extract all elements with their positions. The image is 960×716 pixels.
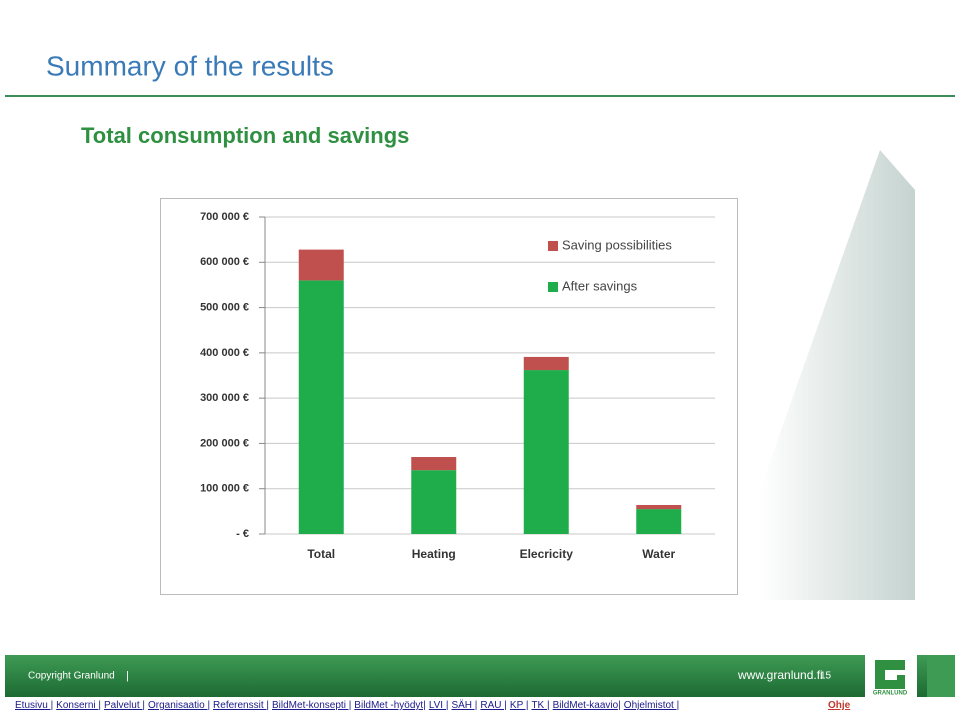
- bar-segment: [523, 356, 569, 371]
- x-tick-label: Water: [642, 547, 675, 561]
- y-tick-label: 300 000 €: [200, 392, 249, 404]
- footer-end: [927, 655, 955, 697]
- building-image: [760, 150, 915, 600]
- legend-swatch: [548, 241, 558, 251]
- nav-link[interactable]: TK |: [531, 700, 550, 711]
- separator: |: [126, 670, 129, 682]
- y-tick-label: 400 000 €: [200, 347, 249, 359]
- legend-label: Saving possibilities: [562, 237, 672, 252]
- nav-link[interactable]: Ohjelmistot |: [623, 700, 680, 711]
- legend-swatch: [548, 282, 558, 292]
- logo-text: GRANLUND: [873, 691, 908, 697]
- y-tick-label: 600 000 €: [200, 256, 249, 268]
- x-tick-label: Total: [307, 547, 335, 561]
- x-tick-label: Elecricity: [520, 547, 574, 561]
- legend-label: After savings: [562, 278, 638, 293]
- nav-link[interactable]: SÄH |: [451, 700, 478, 711]
- page-number: 15: [820, 671, 832, 682]
- nav-link[interactable]: LVI |: [428, 700, 449, 711]
- x-tick-label: Heating: [412, 547, 456, 561]
- footer-bar: [5, 655, 955, 697]
- website: www.granlund.fi: [737, 668, 823, 682]
- help-link[interactable]: Ohje: [828, 700, 851, 711]
- nav-link[interactable]: BildMet-konsepti |: [272, 700, 352, 711]
- bar-segment: [636, 505, 682, 510]
- copyright: Copyright Granlund: [28, 671, 115, 682]
- nav-link[interactable]: Palvelut |: [104, 700, 145, 711]
- nav-bar: Etusivu | Konserni | Palvelut | Organisaati…: [15, 700, 682, 711]
- slide-title: Summary of the results: [46, 50, 334, 81]
- nav-link[interactable]: Organisaatio |: [147, 700, 211, 711]
- nav-link[interactable]: KP |: [509, 700, 529, 711]
- bar-segment: [411, 457, 457, 471]
- bar-segment: [298, 280, 344, 534]
- nav-link[interactable]: Etusivu |: [15, 700, 54, 711]
- y-tick-label: 200 000 €: [200, 437, 249, 449]
- logo-box: [865, 652, 917, 698]
- bar-segment: [411, 470, 457, 534]
- nav-link[interactable]: Konserni |: [56, 700, 102, 711]
- nav-link[interactable]: BildMet -hyödyt|: [354, 700, 426, 711]
- bar-segment: [298, 249, 344, 281]
- y-tick-label: 500 000 €: [200, 301, 249, 313]
- chart: - € 100 000 € 200 000 € 300 000 € 400 000 € 5…: [200, 211, 715, 561]
- logo-mark: [875, 660, 905, 689]
- nav-link[interactable]: Referenssit |: [213, 700, 269, 711]
- y-tick-label: 700 000 €: [200, 211, 249, 223]
- bar-segment: [523, 370, 569, 534]
- slide-subtitle: Total consumption and savings: [81, 123, 409, 148]
- y-tick-label: 100 000 €: [200, 483, 249, 495]
- nav-link[interactable]: BildMet-kaavio|: [552, 700, 621, 711]
- bar-segment: [636, 509, 682, 534]
- nav-link[interactable]: RAU |: [480, 700, 507, 711]
- y-tick-label: - €: [236, 528, 249, 540]
- slide-canvas: Summary of the results Total consumption…: [5, 50, 955, 698]
